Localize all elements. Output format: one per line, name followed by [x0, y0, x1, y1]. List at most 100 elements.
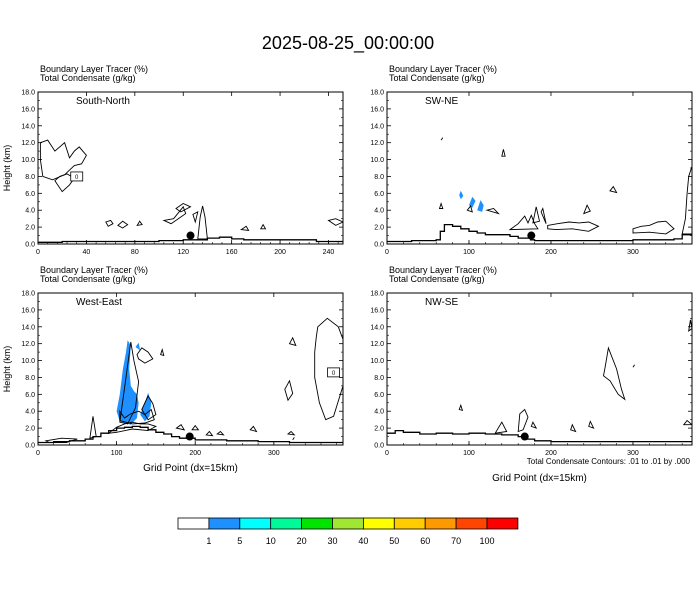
x-tick-label: 160: [226, 249, 238, 256]
y-tick-label: 8.0: [374, 375, 384, 382]
y-tick-label: 4.0: [25, 409, 35, 416]
y-tick-label: 0.0: [25, 242, 35, 249]
tracer-fill: [469, 196, 476, 208]
x-tick-label: 200: [274, 249, 286, 256]
section-label: South-North: [76, 96, 130, 107]
y-tick-label: 10.0: [370, 358, 384, 365]
colorbar-label: 10: [266, 536, 276, 546]
contour-label-box: [70, 171, 84, 182]
y-tick-label: 14.0: [21, 324, 35, 331]
colorbar-swatch: [486, 517, 519, 530]
y-tick-label: 10.0: [370, 157, 384, 164]
colorbar-label: 40: [358, 536, 368, 546]
colorbar-label: 20: [297, 536, 307, 546]
y-tick-label: 6.0: [374, 392, 384, 399]
condensate-contour: [192, 211, 199, 224]
y-tick-label: 6.0: [25, 392, 35, 399]
condensate-contour: [259, 223, 267, 230]
contour-footnote: Total Condensate Contours: .01 to .01 by…: [527, 457, 691, 466]
condensate-contour: [240, 225, 250, 232]
y-tick-label: 2.0: [374, 225, 384, 232]
condensate-contour: [314, 317, 343, 421]
location-marker: [520, 432, 529, 441]
condensate-contour: [540, 207, 547, 224]
y-tick-label: 16.0: [21, 307, 35, 314]
colorbar-swatch: [455, 517, 488, 530]
y-tick-label: 2.0: [374, 426, 384, 433]
condensate-contour: [160, 348, 165, 357]
x-axis-label: Grid Point (dx=15km): [143, 463, 238, 474]
x-tick-label: 100: [463, 249, 475, 256]
condensate-contour: [609, 185, 618, 194]
section-label: SW-NE: [425, 96, 458, 107]
condensate-contour: [583, 204, 591, 215]
tracer-fill: [135, 342, 141, 351]
condensate-contour: [588, 420, 595, 429]
y-tick-label: 2.0: [25, 225, 35, 232]
colorbar-swatch: [393, 517, 426, 530]
condensate-contour: [494, 421, 508, 434]
x-tick-label: 100: [111, 450, 123, 457]
x-tick-label: 240: [323, 249, 335, 256]
y-tick-label: 8.0: [374, 174, 384, 181]
panel-label-tracer: Boundary Layer Tracer (%): [40, 64, 148, 74]
x-tick-label: 300: [627, 450, 639, 457]
x-tick-label: 0: [36, 450, 40, 457]
plot-frame: [37, 292, 344, 446]
location-marker: [186, 231, 195, 240]
panel-label-condensate: Total Condensate (g/kg): [389, 274, 485, 284]
condensate-contour: [485, 207, 501, 215]
condensate-contour: [39, 139, 87, 181]
section-label: NW-SE: [425, 297, 458, 308]
panels: Boundary Layer Tracer (%) Total Condensat…: [2, 64, 693, 484]
condensate-contour: [532, 206, 541, 224]
y-axis-label: Height (km): [2, 346, 12, 393]
condensate-contour: [603, 346, 626, 401]
colorbar-label: 70: [451, 536, 461, 546]
tracer-fill: [140, 392, 152, 422]
condensate-contour: [327, 218, 343, 226]
condensate-contour: [458, 403, 464, 412]
colorbar-label: 30: [327, 536, 337, 546]
condensate-contour: [162, 205, 187, 225]
panel-south-north: Boundary Layer Tracer (%)Total Condensat…: [2, 64, 344, 256]
x-tick-label: 300: [268, 450, 280, 457]
contour-label-box: [327, 367, 340, 378]
plot-frame: [386, 292, 693, 446]
y-tick-label: 18.0: [370, 291, 384, 298]
condensate-contour: [89, 416, 97, 439]
condensate-contour: [682, 419, 692, 426]
colorbar-label: 5: [237, 536, 242, 546]
y-tick-label: 14.0: [21, 123, 35, 130]
condensate-contour: [508, 214, 539, 231]
y-tick-label: 18.0: [21, 90, 35, 97]
y-tick-label: 14.0: [370, 324, 384, 331]
colorbar-swatch: [424, 517, 457, 530]
condensate-contour: [632, 364, 635, 368]
x-tick-label: 120: [177, 249, 189, 256]
condensate-contour: [570, 423, 577, 433]
panel-sw-ne: Boundary Layer Tracer (%)Total Condensat…: [370, 64, 693, 256]
y-axis-label: Height (km): [2, 145, 12, 192]
condensate-contour: [438, 202, 444, 209]
condensate-contour: [216, 430, 225, 436]
y-tick-label: 18.0: [21, 291, 35, 298]
panel-west-east: Boundary Layer Tracer (%)Total Condensat…: [2, 265, 344, 474]
condensate-contour: [292, 437, 295, 441]
y-tick-label: 14.0: [370, 123, 384, 130]
condensate-contour: [107, 421, 158, 434]
condensate-contour: [141, 395, 157, 421]
y-tick-label: 6.0: [374, 191, 384, 198]
terrain-line: [387, 429, 692, 443]
condensate-contour: [175, 424, 186, 431]
condensate-contour: [517, 408, 529, 433]
panel-label-tracer: Boundary Layer Tracer (%): [389, 64, 497, 74]
colorbar-swatch: [177, 517, 210, 530]
y-tick-label: 0.0: [374, 443, 384, 450]
y-tick-label: 4.0: [25, 208, 35, 215]
y-tick-label: 4.0: [374, 409, 384, 416]
panel-nw-se: Boundary Layer Tracer (%)Total Condensat…: [370, 265, 693, 484]
condensate-contour: [175, 202, 192, 213]
condensate-contour: [440, 137, 444, 141]
y-tick-label: 2.0: [25, 426, 35, 433]
